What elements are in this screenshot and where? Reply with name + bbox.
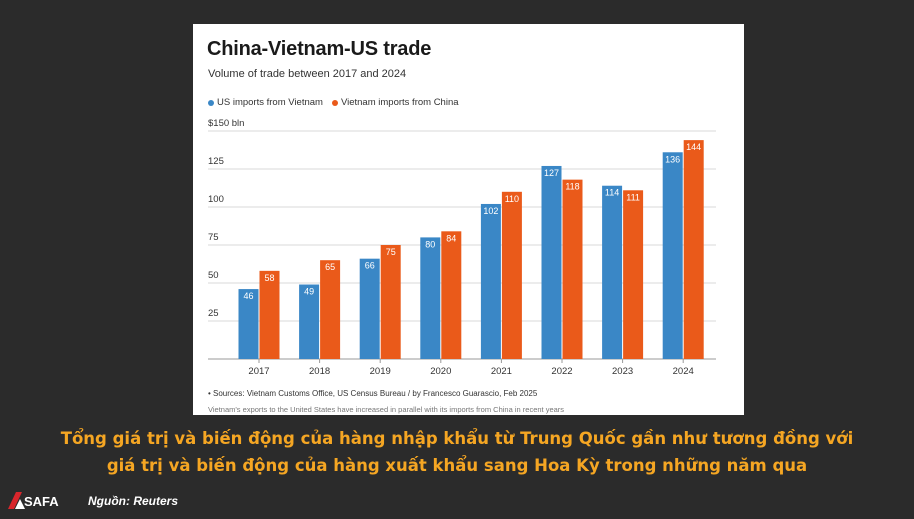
data-label: 118 (565, 182, 579, 192)
data-label: 65 (325, 262, 335, 272)
bar (541, 165, 562, 359)
bar (602, 185, 623, 359)
x-tick-label: 2018 (309, 366, 330, 377)
bar (623, 190, 644, 359)
bar (662, 152, 683, 359)
x-tick-label: 2021 (491, 366, 512, 377)
y-tick-label: 125 (208, 156, 224, 167)
y-tick-label: $150 bln (208, 118, 244, 129)
bar (238, 289, 259, 359)
bar (299, 284, 320, 359)
bar (562, 179, 583, 359)
caption-line-2: giá trị và biến động của hàng xuất khẩu … (106, 456, 808, 475)
bar (501, 191, 522, 359)
data-label: 46 (243, 291, 253, 301)
legend-label-vietnam-imports: Vietnam imports from China (340, 97, 459, 108)
chart-title: China-Vietnam-US trade (207, 38, 432, 60)
bar (320, 260, 341, 359)
legend-swatch-us-imports (208, 99, 214, 106)
legend-item-vietnam-imports: Vietnam imports from China (331, 97, 459, 108)
x-tick-label: 2019 (370, 366, 391, 377)
data-label: 80 (425, 239, 435, 249)
safa-logo: SAFA (8, 492, 59, 509)
bar (683, 140, 704, 359)
x-tick-label: 2022 (551, 366, 572, 377)
y-tick-label: 100 (208, 194, 224, 205)
data-label: 144 (686, 142, 701, 152)
x-tick-label: 2024 (673, 366, 694, 377)
data-label: 84 (446, 233, 456, 243)
chart-footnote-sources: • Sources: Vietnam Customs Office, US Ce… (208, 389, 538, 398)
x-tick-label: 2017 (248, 366, 269, 377)
data-label: 136 (665, 154, 680, 164)
y-tick-label: 75 (208, 232, 219, 243)
chart-legend: US imports from Vietnam Vietnam imports … (208, 97, 459, 108)
caption-line-1: Tổng giá trị và biến động của hàng nhập … (60, 429, 854, 448)
bar (359, 258, 380, 359)
data-label: 75 (386, 247, 396, 257)
bar (259, 270, 280, 359)
x-tick-label: 2023 (612, 366, 633, 377)
bar (420, 237, 441, 359)
data-label: 111 (626, 192, 640, 202)
y-tick-label: 50 (208, 270, 219, 281)
logo-wordmark: SAFA (24, 494, 59, 509)
source-label: Nguồn: Reuters (88, 494, 178, 508)
x-tick-label: 2020 (430, 366, 451, 377)
chart-card: China-Vietnam-US trade Volume of trade b… (193, 24, 744, 415)
data-label: 114 (605, 188, 619, 198)
data-label: 66 (365, 261, 375, 271)
data-label: 110 (505, 194, 519, 204)
article-caption: Tổng giá trị và biến động của hàng nhập … (0, 425, 914, 479)
data-label: 49 (304, 287, 314, 297)
legend-item-us-imports: US imports from Vietnam (208, 97, 323, 108)
data-label: 127 (544, 168, 559, 178)
chart-subtitle: Volume of trade between 2017 and 2024 (208, 68, 407, 80)
chart-footnote-note: Vietnam's exports to the United States h… (208, 405, 565, 414)
bar (480, 203, 501, 359)
legend-swatch-vietnam-imports (331, 99, 338, 106)
data-label: 58 (264, 273, 274, 283)
bar (380, 245, 401, 359)
legend-label-us-imports: US imports from Vietnam (217, 97, 323, 108)
data-label: 102 (483, 206, 498, 216)
y-tick-label: 25 (208, 308, 219, 319)
bar (441, 231, 462, 359)
bar-chart: 25 50 75 100 125 $150 bln 2017 46 58 2018 49 65 2019… (208, 118, 716, 377)
